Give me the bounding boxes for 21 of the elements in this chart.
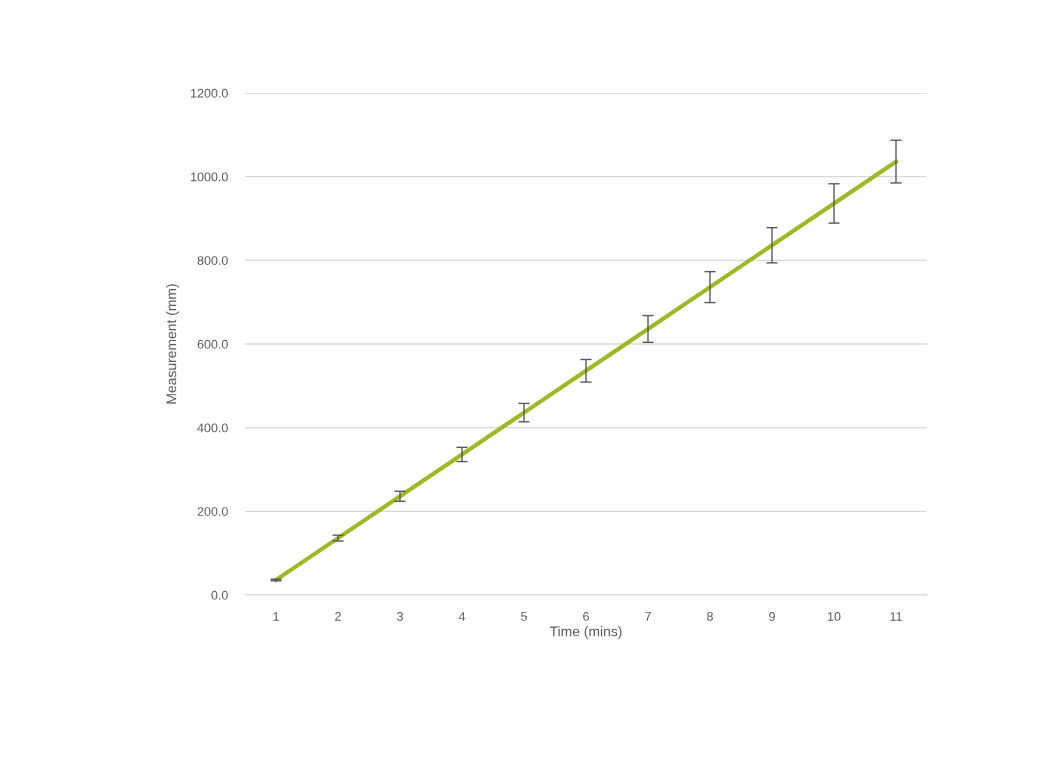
y-tick-label: 600.0 — [197, 339, 228, 349]
x-tick-label: 4 — [458, 612, 466, 621]
x-axis-title: Time (mins) — [549, 626, 622, 640]
x-tick-label: 3 — [397, 612, 403, 621]
x-tick-label: 11 — [890, 612, 902, 621]
x-tick-label: 2 — [335, 612, 341, 621]
x-tick-label: 5 — [521, 612, 527, 621]
line-series — [273, 159, 899, 583]
y-tick-label: 1200.0 — [191, 88, 228, 98]
x-tick-label: 9 — [769, 612, 775, 621]
x-tick-label: 8 — [707, 612, 713, 621]
x-tick-label: 1 — [273, 612, 279, 621]
y-tick-label: 400.0 — [197, 423, 228, 433]
y-tick-label: 200.0 — [197, 507, 228, 516]
y-tick-label: 0.0 — [211, 590, 228, 600]
y-axis-title: Measurement (mm) — [166, 284, 179, 404]
x-tick-label: 6 — [583, 612, 589, 621]
x-tick-label: 10 — [828, 612, 841, 621]
y-tick-label: 1000.0 — [191, 172, 228, 182]
x-tick-label: 7 — [645, 612, 651, 621]
y-tick-label: 800.0 — [197, 256, 228, 265]
